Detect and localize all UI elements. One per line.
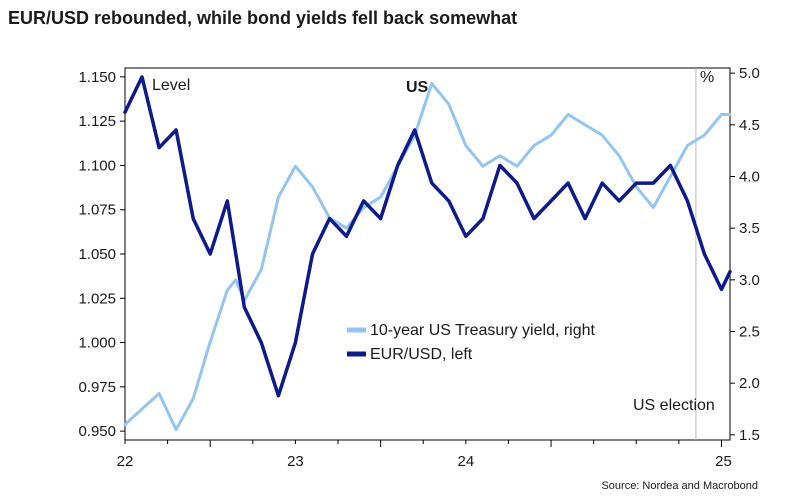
left-tick-label: 1.000	[78, 335, 116, 352]
right-tick-label: 3.0	[739, 272, 760, 289]
series-layer	[123, 75, 732, 432]
x-tick-label: 25	[715, 453, 732, 470]
series-line-eurusd	[123, 75, 732, 398]
source-note: Source: Nordea and Macrobond	[601, 480, 758, 492]
right-tick-label: 4.5	[739, 117, 760, 134]
x-tick-label: 24	[458, 453, 475, 470]
right-tick-label: 3.5	[739, 220, 760, 237]
left-tick-label: 1.025	[78, 290, 116, 307]
chart-subtitle: US	[406, 79, 429, 96]
legend: 10-year US Treasury yield, right EUR/USD…	[347, 322, 596, 363]
left-tick-label: 1.075	[78, 202, 116, 219]
x-tick-label: 23	[287, 453, 304, 470]
series-line-treasury-yield	[123, 82, 732, 432]
left-axis: 0.950 0.975 1.000 1.025 1.050 1.075 1.100 1.125…	[78, 69, 125, 440]
right-axis: 1.5 2.0 2.5 3.0 3.5 4.0 4.5 5.0	[730, 65, 760, 444]
x-tick-label: 22	[117, 453, 134, 470]
right-tick-label: 1.5	[739, 427, 760, 444]
left-tick-label: 0.950	[78, 423, 116, 440]
left-tick-label: 1.150	[78, 69, 116, 86]
right-tick-label: 2.0	[739, 375, 760, 392]
left-tick-label: 0.975	[78, 379, 116, 396]
right-axis-label: %	[700, 69, 714, 86]
right-tick-label: 2.5	[739, 324, 760, 341]
chart-title: EUR/USD rebounded, while bond yields fel…	[8, 8, 517, 28]
right-tick-label: 5.0	[739, 65, 760, 82]
legend-label-eurusd: EUR/USD, left	[370, 346, 473, 363]
x-axis: 22 23 24 25	[117, 440, 732, 470]
plot-frame	[124, 67, 731, 441]
us-election-label: US election	[633, 397, 715, 414]
left-tick-label: 1.125	[78, 113, 116, 130]
left-tick-label: 1.050	[78, 246, 116, 263]
left-tick-label: 1.100	[78, 157, 116, 174]
right-tick-label: 4.0	[739, 169, 760, 186]
legend-label-yield: 10-year US Treasury yield, right	[370, 322, 596, 339]
left-axis-label: Level	[152, 77, 190, 94]
